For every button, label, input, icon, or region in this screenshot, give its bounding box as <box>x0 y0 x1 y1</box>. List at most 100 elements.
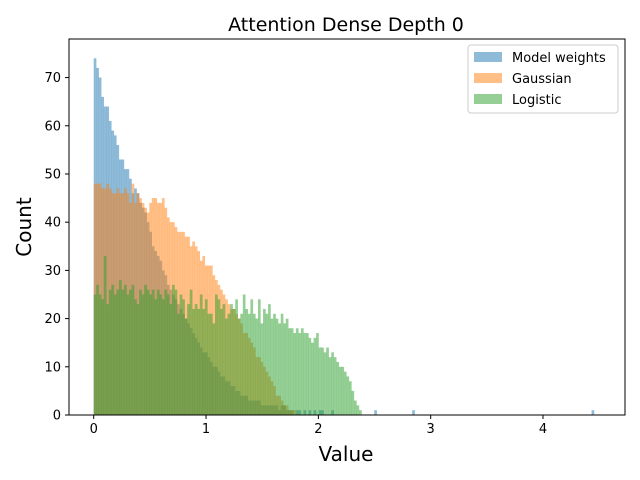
histogram-bar <box>227 313 231 415</box>
legend: Model weights Gaussian Logistic <box>467 44 619 114</box>
histogram-bar <box>212 323 216 415</box>
x-axis-ticks: 0 1 2 3 4 <box>90 415 547 437</box>
histogram-bar <box>263 308 266 415</box>
histogram-bar <box>288 328 291 415</box>
histogram-bar <box>177 313 180 415</box>
histogram-bar <box>222 304 226 415</box>
bars-layer <box>93 58 595 416</box>
histogram-bar <box>103 255 107 415</box>
histogram-bar <box>174 289 178 415</box>
histogram-bar <box>124 284 127 415</box>
histogram-bar <box>161 299 165 415</box>
histogram-bar <box>295 328 299 415</box>
histogram-bar <box>298 333 302 415</box>
histogram-bar <box>149 294 152 415</box>
histogram-bar <box>111 284 115 415</box>
histogram-bar <box>121 289 125 415</box>
histogram-bar <box>106 304 110 415</box>
histogram-bar <box>179 294 183 415</box>
histogram-bar <box>209 313 213 415</box>
histogram-bar <box>93 294 97 415</box>
histogram-bar <box>136 304 140 415</box>
histogram-bar <box>306 333 309 415</box>
x-tick-label: 0 <box>90 422 98 437</box>
y-tick-label: 50 <box>44 167 61 182</box>
histogram-bar <box>139 289 142 415</box>
legend-label-model-weights: Model weights <box>512 51 606 66</box>
histogram-bar <box>129 289 132 415</box>
histogram-bar <box>98 294 102 415</box>
histogram-bar <box>113 294 117 415</box>
plot-frame <box>68 38 626 416</box>
histogram-bar <box>326 347 329 415</box>
histogram-bar <box>151 289 155 415</box>
histogram-bar <box>359 410 362 415</box>
histogram-bar <box>96 284 99 415</box>
histogram-bar <box>356 405 360 415</box>
histogram-bar <box>164 289 168 415</box>
histogram-bar <box>118 280 122 415</box>
histogram-bar <box>220 308 223 415</box>
histogram-bar <box>255 318 259 415</box>
y-tick-label: 20 <box>44 312 61 327</box>
legend-swatch-logistic <box>474 94 502 104</box>
histogram-bar <box>154 299 158 415</box>
histogram-bar <box>247 313 251 415</box>
histogram-bar <box>343 371 347 415</box>
histogram-bar <box>237 318 241 415</box>
x-tick-label: 1 <box>202 422 210 437</box>
histogram-bar <box>189 289 193 415</box>
histogram-bar <box>217 299 221 415</box>
histogram-bar <box>134 299 137 415</box>
legend-box <box>467 44 619 114</box>
histogram-bar <box>273 313 276 415</box>
histogram-bar <box>207 313 211 415</box>
histogram-bar <box>141 294 145 415</box>
histogram-bar <box>156 289 160 415</box>
histogram-bar <box>131 284 135 415</box>
y-tick-label: 60 <box>44 119 61 134</box>
histogram-bar <box>351 390 355 415</box>
histogram-bar <box>290 328 294 415</box>
histogram-bar <box>242 294 246 415</box>
histogram-bar <box>159 294 163 415</box>
histogram-bar <box>204 299 208 415</box>
x-tick-label: 2 <box>314 422 322 437</box>
x-axis-label: Value <box>319 442 374 466</box>
y-tick-label: 0 <box>53 409 61 424</box>
histogram-bar <box>197 308 201 415</box>
histogram-bar <box>348 381 352 415</box>
histogram-bar <box>144 284 147 415</box>
histogram-bar <box>275 318 279 415</box>
histogram-bar <box>268 304 271 415</box>
series-logistic <box>93 255 362 415</box>
histogram-bar <box>192 308 195 415</box>
histogram-bar <box>278 323 281 415</box>
chart-title: Attention Dense Depth 0 <box>228 14 464 36</box>
y-tick-label: 70 <box>44 71 61 86</box>
histogram-bar <box>318 347 322 415</box>
histogram-bar <box>303 333 307 415</box>
histogram-bar <box>374 410 377 415</box>
x-tick-label: 4 <box>539 422 547 437</box>
histogram-bar <box>293 333 297 415</box>
histogram-bar <box>265 313 269 415</box>
y-tick-label: 40 <box>44 216 61 231</box>
histogram-bar <box>250 299 254 415</box>
histogram-bar <box>172 284 175 415</box>
histogram-bar <box>230 304 233 415</box>
x-tick-label: 3 <box>427 422 435 437</box>
histogram-bar <box>108 289 112 415</box>
legend-swatch-model-weights <box>474 52 502 62</box>
histogram-bar <box>106 183 110 415</box>
histogram-bar <box>215 294 218 415</box>
legend-label-gaussian: Gaussian <box>512 72 572 87</box>
histogram-bar <box>116 289 120 415</box>
legend-swatch-gaussian <box>474 73 502 83</box>
legend-label-logistic: Logistic <box>512 93 561 108</box>
histogram-bar <box>202 308 206 415</box>
histogram-bar <box>235 299 238 415</box>
histogram-bar <box>194 304 198 415</box>
y-axis-ticks: 0 10 20 30 40 50 60 70 <box>44 71 69 424</box>
